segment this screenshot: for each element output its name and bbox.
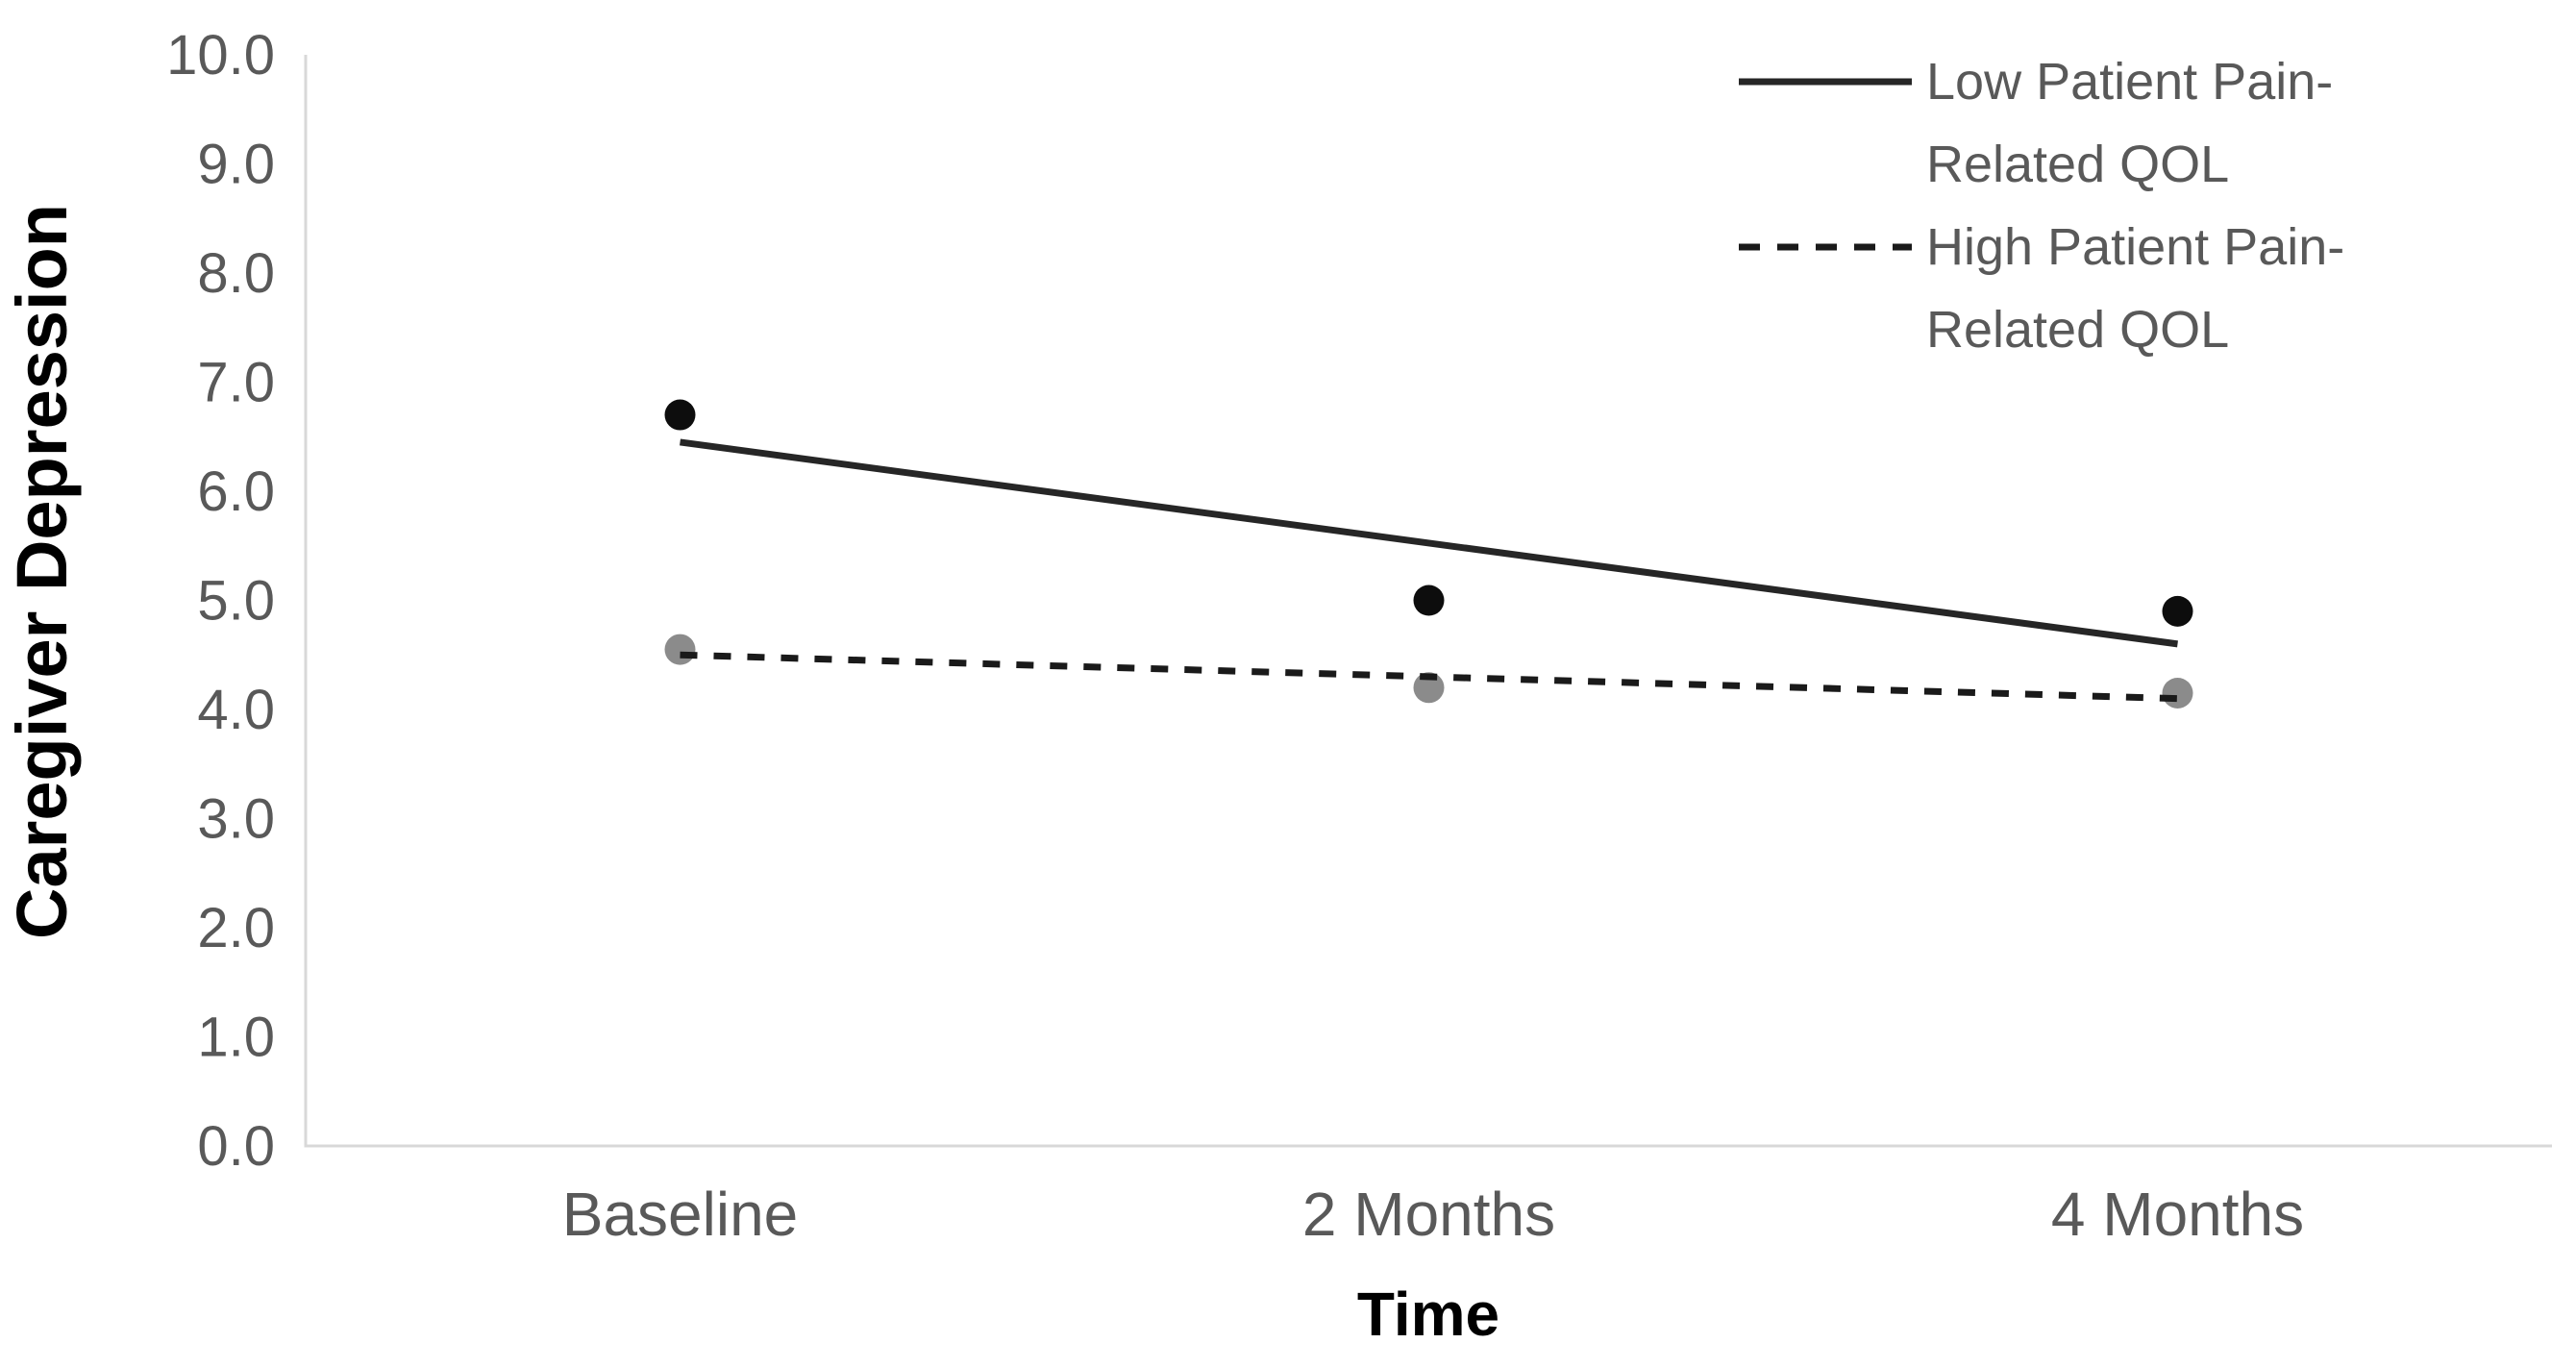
x-axis-category-label: Baseline: [562, 1180, 799, 1249]
y-axis-tick-label: 0.0: [197, 1115, 275, 1178]
y-axis-tick-label: 6.0: [197, 460, 275, 523]
legend-entry-low-qol: Low Patient Pain-Related QOL: [1736, 40, 2409, 206]
data-marker-series-0-point-2: [2162, 595, 2193, 627]
data-marker-series-1-point-0: [664, 634, 696, 665]
legend-label-high-qol: High Patient Pain-Related QOL: [1926, 218, 2345, 359]
y-axis-tick-label: 8.0: [197, 242, 275, 305]
data-marker-series-0-point-1: [1413, 585, 1445, 616]
y-axis-tick-label: 9.0: [197, 134, 275, 196]
y-axis-tick-label: 7.0: [197, 352, 275, 414]
x-axis-category-label: 4 Months: [2051, 1180, 2304, 1249]
y-axis-tick-label: 2.0: [197, 897, 275, 959]
trend-line-series-0: [680, 438, 2178, 648]
dashed-line-legend-sample-icon: [1736, 206, 1915, 288]
axis-lines: [304, 55, 2552, 1148]
legend-label-low-qol: Low Patient Pain-Related QOL: [1926, 53, 2334, 193]
chart-legend: Low Patient Pain-Related QOL High Patien…: [1736, 40, 2409, 371]
y-axis-title: Caregiver Depression: [2, 203, 82, 939]
y-axis-tick-label: 3.0: [197, 788, 275, 851]
trend-line-series-1: [680, 651, 2178, 703]
x-axis-category-label: 2 Months: [1302, 1180, 1555, 1249]
data-marker-series-1-point-2: [2162, 677, 2193, 709]
y-axis-tick-label: 4.0: [197, 679, 275, 741]
legend-entry-high-qol: High Patient Pain-Related QOL: [1736, 206, 2409, 371]
y-axis-tick-label: 10.0: [166, 24, 275, 87]
y-axis-tick-label: 1.0: [197, 1007, 275, 1069]
solid-line-legend-sample-icon: [1736, 40, 1915, 123]
y-axis-tick-label: 5.0: [197, 570, 275, 633]
data-marker-series-0-point-0: [664, 399, 696, 431]
x-axis-title: Time: [1356, 1280, 1500, 1349]
